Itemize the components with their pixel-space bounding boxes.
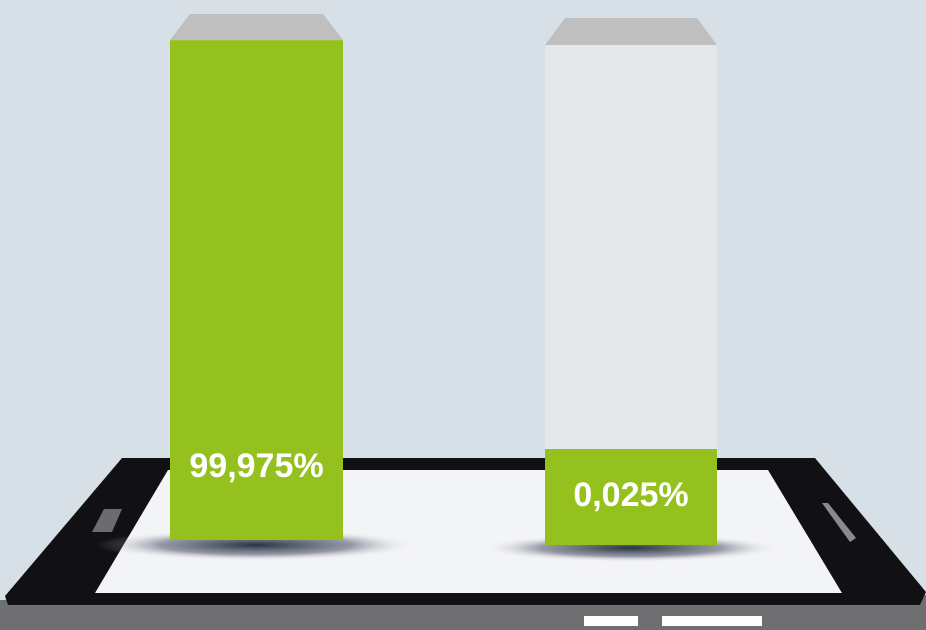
- phone-button: [584, 616, 638, 626]
- value-label: 0,025%: [573, 476, 688, 514]
- value-label: 99,975%: [189, 447, 323, 485]
- chart: 99,975% 0,025%: [0, 0, 926, 630]
- bar-cap: [170, 14, 343, 40]
- bar-cap: [545, 18, 717, 45]
- phone-button: [662, 616, 762, 626]
- phone: [0, 458, 926, 630]
